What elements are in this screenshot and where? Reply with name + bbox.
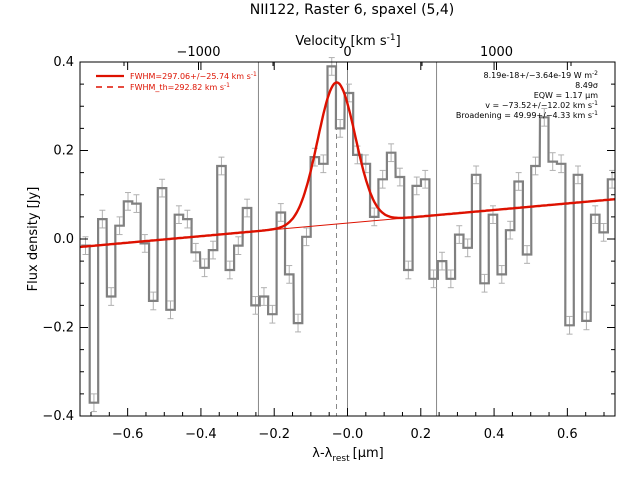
stats-annotation-text: 8.19e-18+/−3.64e-19 W m — [484, 71, 593, 80]
stats-annotation: v = −73.52+/−12.02 km s-1 — [485, 100, 598, 110]
y-tick-label: −0.2 — [42, 321, 74, 336]
stats-annotation-text: v = −73.52+/−12.02 km s — [485, 101, 592, 110]
top-tick-label: −1000 — [177, 45, 221, 60]
stats-annotation-sup: -2 — [592, 70, 598, 77]
stats-annotation: EQW = 1.17 μm — [534, 91, 598, 100]
chart-title: NII122, Raster 6, spaxel (5,4) — [250, 2, 455, 18]
stats-annotation-text: Broadening = 49.99+/−4.33 km s — [456, 111, 592, 120]
y-axis-label: Flux density [Jy] — [26, 187, 41, 292]
legend: FWHM=297.06+/−25.74 km s-1FWHM_th=292.82… — [96, 71, 257, 92]
x-axis-label-sub: rest — [332, 454, 350, 464]
x-tick-label: −0.0 — [332, 427, 364, 442]
stats-annotation-text: EQW = 1.17 μm — [534, 91, 598, 100]
legend-label-sup: -1 — [224, 82, 230, 89]
top-axis-label-main: Velocity [km s — [295, 34, 387, 49]
x-axis-label: λ-λrest [μm] — [312, 446, 383, 464]
stats-annotation: 8.19e-18+/−3.64e-19 W m-2 — [484, 70, 599, 80]
x-tick-label: −0.6 — [112, 427, 144, 442]
legend-label-sup: -1 — [251, 71, 257, 78]
x-axis-label-unit: [μm] — [353, 446, 384, 461]
fit-series — [79, 81, 616, 249]
top-tick-label: 0 — [343, 45, 351, 60]
plot-area — [79, 57, 616, 416]
x-axis-label-main: λ-λ — [312, 446, 332, 461]
x-tick-label: 0.4 — [484, 427, 505, 442]
stats-annotation-sup: -1 — [592, 110, 598, 117]
spectrum-series — [81, 65, 615, 404]
x-tick-label: −0.2 — [258, 427, 290, 442]
legend-label: FWHM=297.06+/−25.74 km s-1 — [130, 71, 257, 81]
top-axis-label: Velocity [km s-1] — [295, 33, 400, 49]
legend-label-text: FWHM_th=292.82 km s — [130, 83, 224, 92]
x-tick-label: −0.4 — [185, 427, 217, 442]
stats-annotation: Broadening = 49.99+/−4.33 km s-1 — [456, 110, 598, 120]
y-tick-label: −0.4 — [42, 409, 74, 424]
top-axis-label-sup: -1 — [387, 33, 396, 43]
stats-annotation-text: 8.49σ — [575, 81, 598, 90]
stats-annotation: 8.49σ — [575, 81, 598, 90]
top-axis-label-end: ] — [396, 34, 401, 49]
legend-label: FWHM_th=292.82 km s-1 — [130, 82, 230, 92]
axes-frame: −0.6 −0.4 −0.2 −0.0 0.2 0.4 0.6 −0.4 −0.2 0.0 0.2 0… — [42, 45, 616, 442]
y-tick-label: 0.0 — [53, 232, 74, 247]
x-tick-label: 0.2 — [410, 427, 431, 442]
y-tick-label: 0.2 — [53, 144, 74, 159]
legend-label-text: FWHM=297.06+/−25.74 km s — [130, 72, 251, 81]
y-tick-label: 0.4 — [53, 55, 74, 70]
top-tick-label: 1000 — [480, 45, 513, 60]
stats-annotation-sup: -1 — [592, 100, 598, 107]
x-tick-label: 0.6 — [557, 427, 578, 442]
